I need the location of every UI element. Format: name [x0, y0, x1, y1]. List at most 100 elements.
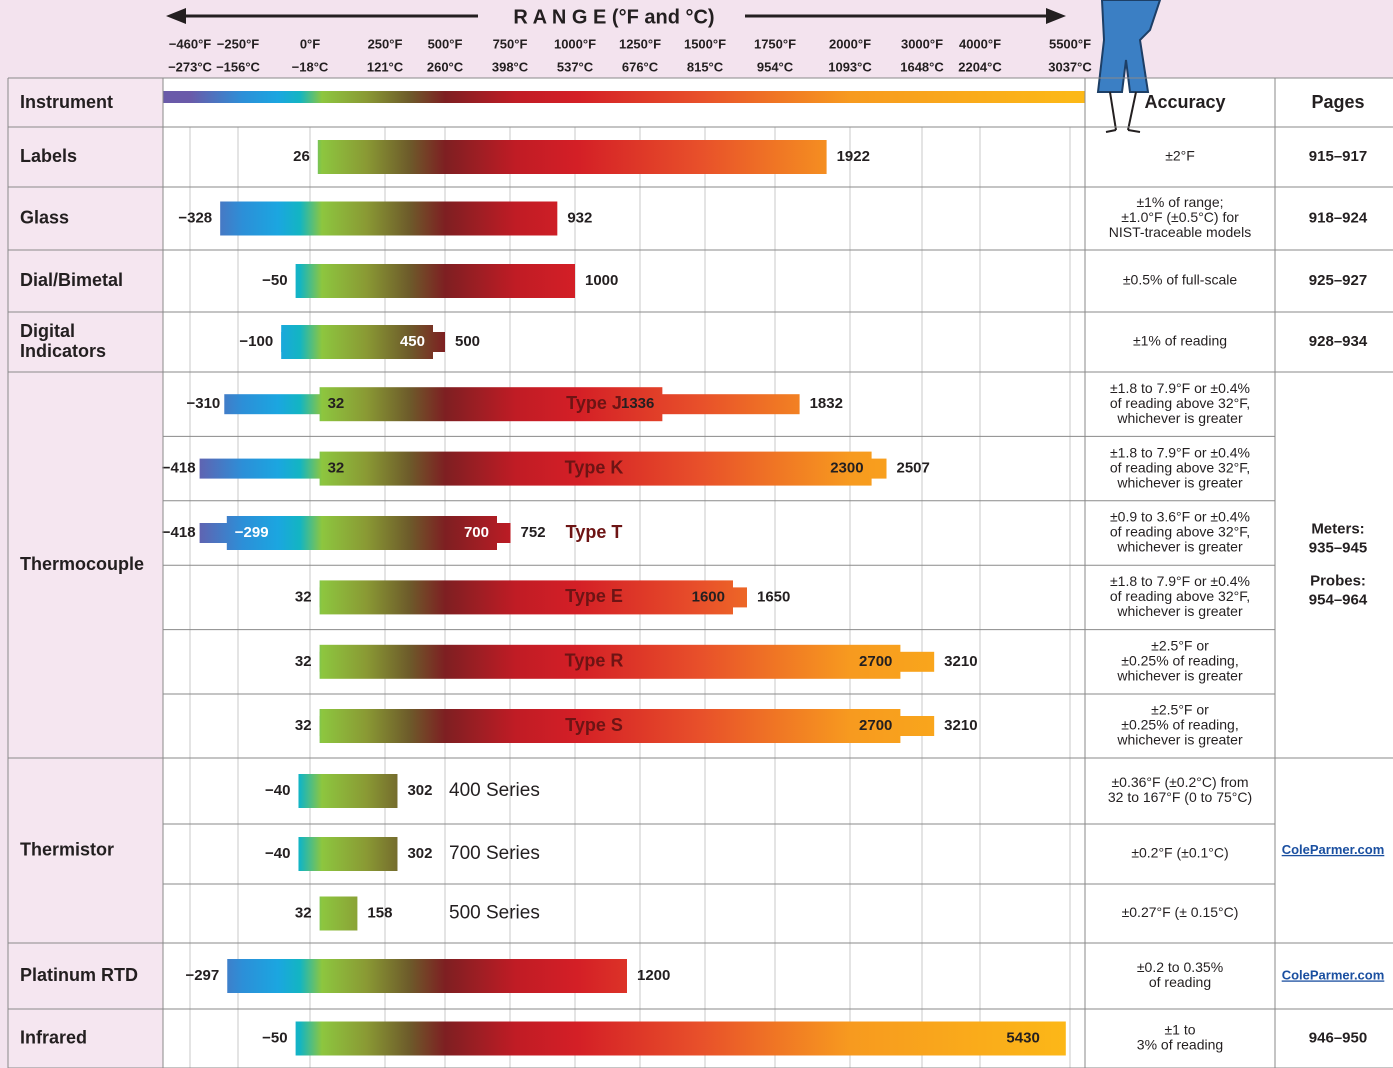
value-label: −100 — [239, 333, 273, 350]
accuracy: ±0.25% of reading, — [1121, 717, 1238, 733]
value-label: 158 — [367, 904, 392, 921]
header-accuracy: Accuracy — [1144, 92, 1225, 112]
bar-name: Type K — [565, 457, 624, 477]
value-label: 1200 — [637, 967, 670, 984]
value-label: 700 — [464, 524, 489, 541]
value-label: 302 — [407, 845, 432, 862]
accuracy: of reading above 32°F, — [1110, 524, 1250, 540]
range-bar — [318, 140, 827, 174]
value-label: −328 — [178, 209, 212, 226]
instrument-name: Glass — [20, 207, 69, 227]
header-pages: Pages — [1311, 92, 1364, 112]
bar-name: Type S — [565, 715, 623, 735]
value-label: 3210 — [944, 717, 977, 734]
value-label: 2700 — [859, 653, 892, 670]
value-label: 32 — [295, 904, 312, 921]
value-label: 32 — [295, 588, 312, 605]
range-bar — [320, 580, 733, 614]
range-bar — [298, 774, 397, 808]
page: { "header": { "range_title": "R A N G E … — [0, 0, 1393, 1068]
scale-label-f: 2000°F — [829, 36, 871, 51]
accuracy: ±0.2 to 0.35% — [1137, 959, 1223, 975]
accuracy: 32 to 167°F (0 to 75°C) — [1108, 789, 1252, 805]
instrument-name: Thermistor — [20, 839, 114, 859]
bar-name: Type E — [565, 586, 623, 606]
chart: R A N G E (°F and °C) Instrument Accurac… — [0, 0, 1393, 1068]
pages: 915–917 — [1309, 148, 1367, 165]
value-label: −299 — [235, 524, 269, 541]
value-label: −418 — [162, 524, 196, 541]
pages: Meters: — [1311, 520, 1364, 537]
accuracy: ±1% of reading — [1133, 333, 1227, 349]
value-label: 450 — [400, 333, 425, 350]
value-label: 1650 — [757, 588, 790, 605]
scale-label-c: 2204°C — [958, 59, 1002, 74]
accuracy: of reading above 32°F, — [1110, 459, 1250, 475]
arrow-head — [166, 8, 186, 24]
value-label: 3210 — [944, 653, 977, 670]
accuracy: ±0.2°F (±0.1°C) — [1131, 845, 1228, 861]
accuracy: ±1.8 to 7.9°F or ±0.4% — [1110, 380, 1250, 396]
arrow-head — [1046, 8, 1066, 24]
scale-label-f: 0°F — [300, 36, 320, 51]
value-label: −50 — [262, 272, 287, 289]
scale-label-f: 1250°F — [619, 36, 661, 51]
instrument-name: Dial/Bimetal — [20, 270, 123, 290]
instrument-name: Platinum RTD — [20, 965, 138, 985]
value-label: 2507 — [897, 460, 930, 477]
value-label: 1832 — [810, 395, 843, 412]
value-label: 32 — [328, 395, 345, 412]
accuracy: ±0.9 to 3.6°F or ±0.4% — [1110, 509, 1250, 525]
value-label: −297 — [185, 967, 219, 984]
scale-label-f: 500°F — [428, 36, 463, 51]
accuracy: ±1.0°F (±0.5°C) for — [1121, 209, 1239, 225]
value-label: 2300 — [830, 460, 863, 477]
range-bar — [296, 1022, 1066, 1056]
scale-label-f: 1000°F — [554, 36, 596, 51]
accuracy: of reading — [1149, 974, 1211, 990]
color-scale — [163, 91, 1085, 103]
scale-label-c: −156°C — [216, 59, 260, 74]
accuracy: ±2.5°F or — [1151, 638, 1209, 654]
scale-label-f: 3000°F — [901, 36, 943, 51]
bar-name: 500 Series — [449, 903, 540, 924]
value-label: 302 — [407, 782, 432, 799]
accuracy: whichever is greater — [1116, 474, 1243, 490]
value-label: −418 — [162, 460, 196, 477]
scale-label-c: 815°C — [687, 59, 724, 74]
scale-label-c: 3037°C — [1048, 59, 1092, 74]
accuracy: ±2.5°F or — [1151, 702, 1209, 718]
value-label: 1336 — [621, 395, 654, 412]
instrument-name: Labels — [20, 146, 77, 166]
scale-label-f: 1750°F — [754, 36, 796, 51]
scale-label-f: 250°F — [368, 36, 403, 51]
range-bar — [227, 959, 627, 993]
accuracy: ±0.27°F (± 0.15°C) — [1122, 904, 1239, 920]
scale-label-c: −273°C — [168, 59, 212, 74]
value-label: 1922 — [837, 148, 870, 165]
accuracy: 3% of reading — [1137, 1037, 1223, 1053]
scale-label-c: −18°C — [292, 59, 329, 74]
accuracy: NIST-traceable models — [1109, 224, 1251, 240]
scale-label-c: 121°C — [367, 59, 404, 74]
pages: 946–950 — [1309, 1029, 1367, 1046]
scale-label-f: 4000°F — [959, 36, 1001, 51]
scale-label-c: 537°C — [557, 59, 594, 74]
range-bar — [220, 202, 557, 236]
value-label: 32 — [295, 717, 312, 734]
instrument-name: Infrared — [20, 1027, 87, 1047]
scale-label-c: 676°C — [622, 59, 659, 74]
value-label: −40 — [265, 782, 290, 799]
value-label: 26 — [293, 148, 310, 165]
value-label: 1600 — [692, 588, 725, 605]
accuracy: whichever is greater — [1116, 603, 1243, 619]
value-label: 500 — [455, 333, 480, 350]
link[interactable]: ColeParmer.com — [1282, 967, 1385, 982]
scale-label-f: −250°F — [217, 36, 259, 51]
bar-name: Type T — [566, 522, 623, 542]
accuracy: of reading above 32°F, — [1110, 395, 1250, 411]
accuracy: ±0.5% of full-scale — [1123, 272, 1238, 288]
link[interactable]: ColeParmer.com — [1282, 842, 1385, 857]
value-label: 1000 — [585, 272, 618, 289]
pages: 918–924 — [1309, 209, 1368, 226]
